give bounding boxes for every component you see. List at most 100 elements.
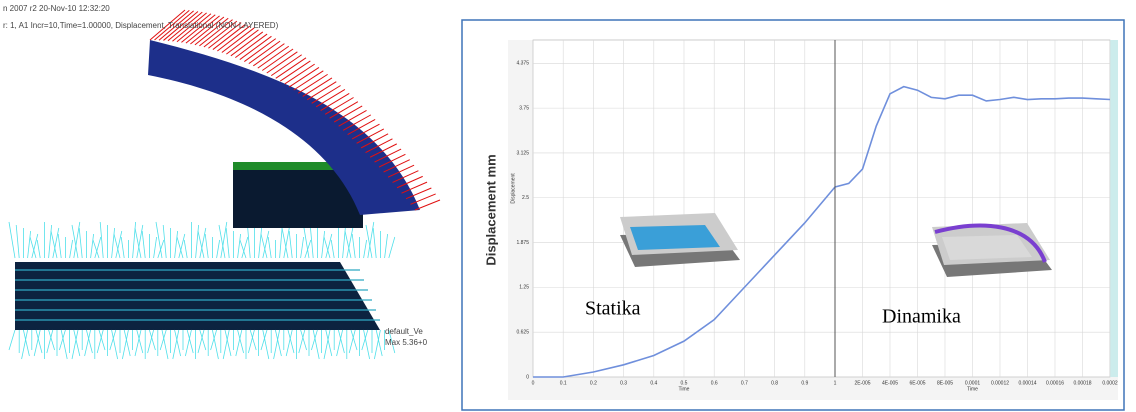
red-vector bbox=[262, 49, 293, 71]
cyan-vector bbox=[142, 231, 145, 258]
x-tick-label: 4E-005 bbox=[882, 380, 898, 386]
red-vector bbox=[226, 30, 258, 54]
cyan-vector bbox=[385, 234, 388, 258]
cyan-vector bbox=[268, 237, 271, 258]
red-vector bbox=[330, 102, 358, 118]
annotation: Dinamika bbox=[882, 306, 961, 328]
cyan-vector bbox=[121, 237, 124, 258]
annotation: Statika bbox=[585, 298, 641, 320]
x-tick-label: 0.0002 bbox=[1102, 380, 1118, 386]
y-tick-label: 0.625 bbox=[516, 330, 529, 336]
cyan-vector bbox=[301, 237, 304, 258]
cyan-vector bbox=[373, 228, 376, 258]
x-tick-label: 0.7 bbox=[741, 380, 748, 386]
cyan-vector bbox=[184, 240, 187, 258]
render-header: n 2007 r2 20-Nov-10 12:32:20 bbox=[3, 4, 110, 13]
y-tick-label: 3.125 bbox=[516, 150, 529, 156]
x-tick-label: 0.6 bbox=[711, 380, 718, 386]
cyan-vector bbox=[49, 330, 55, 350]
x-tick-label: 0.00016 bbox=[1046, 380, 1064, 386]
red-vector bbox=[267, 52, 298, 73]
cyan-vector bbox=[49, 225, 52, 258]
y-axis-label: Displacement bbox=[510, 173, 516, 204]
cyan-vector bbox=[58, 234, 61, 258]
cyan-vector bbox=[99, 330, 105, 350]
x-tick-label: 0.9 bbox=[801, 380, 808, 386]
red-vector bbox=[415, 200, 440, 210]
cyan-vector bbox=[217, 240, 220, 258]
icon-field bbox=[630, 225, 720, 250]
red-vector bbox=[258, 46, 289, 68]
x-tick-label: 2E-005 bbox=[854, 380, 870, 386]
cyan-vector bbox=[389, 237, 395, 258]
cyan-vector bbox=[30, 237, 36, 258]
x-tick-label: 6E-005 bbox=[909, 380, 925, 386]
cyan-vector bbox=[351, 330, 357, 350]
y-tick-label: 1.875 bbox=[516, 240, 529, 246]
red-vector bbox=[222, 28, 254, 53]
x-tick-label: 0.2 bbox=[590, 380, 597, 386]
x-tick-label: 1 bbox=[834, 380, 837, 386]
cyan-vector bbox=[175, 231, 178, 258]
x-tick-label: 0.1 bbox=[560, 380, 567, 386]
cyan-vector bbox=[91, 234, 94, 258]
y-tick-label: 2.5 bbox=[522, 195, 529, 201]
x-tick-label: 0.3 bbox=[620, 380, 627, 386]
page: n 2007 r2 20-Nov-10 12:32:20 r: 1, A1 In… bbox=[0, 0, 1136, 412]
cyan-vector bbox=[133, 222, 136, 258]
cyan-vector bbox=[301, 330, 307, 350]
icon-field bbox=[942, 235, 1032, 260]
red-vector bbox=[280, 61, 310, 81]
fem-render bbox=[9, 10, 440, 359]
red-vector bbox=[285, 64, 315, 84]
x-tick-label: 0.00012 bbox=[991, 380, 1009, 386]
cyan-vector bbox=[226, 228, 229, 258]
cyan-vector bbox=[70, 240, 73, 258]
x-tick-label: 8E-005 bbox=[937, 380, 953, 386]
x-axis-label: Time bbox=[679, 386, 690, 392]
red-vector bbox=[253, 44, 284, 66]
red-vector bbox=[271, 55, 301, 76]
y-tick-label: 3.75 bbox=[519, 105, 529, 111]
cyan-vector bbox=[149, 330, 155, 350]
cyan-vector bbox=[100, 222, 103, 258]
cyan-vector bbox=[324, 237, 330, 258]
y-tick-label: 0 bbox=[526, 374, 529, 380]
render-legend: Max 5.36+0 bbox=[385, 338, 428, 347]
y-tick-label: 4.375 bbox=[516, 61, 529, 67]
cyan-vector bbox=[289, 231, 292, 258]
red-vector bbox=[231, 32, 263, 56]
x-tick-label: 0.00018 bbox=[1073, 380, 1091, 386]
plot-edge bbox=[1110, 40, 1118, 377]
cyan-vector bbox=[331, 240, 334, 258]
cyan-vector bbox=[238, 234, 241, 258]
cyan-vector bbox=[112, 228, 115, 258]
cyan-vector bbox=[79, 228, 82, 258]
x-tick-label: 0.8 bbox=[771, 380, 778, 386]
cyan-vector bbox=[156, 222, 162, 258]
render-legend: default_Ve bbox=[385, 327, 423, 336]
cyan-vector bbox=[9, 222, 15, 258]
x-axis-label: Time bbox=[967, 386, 978, 392]
plot-area bbox=[533, 40, 1110, 377]
red-vector bbox=[325, 98, 353, 115]
x-tick-label: 0.00014 bbox=[1018, 380, 1036, 386]
y-tick-label: 1.25 bbox=[519, 285, 529, 291]
cyan-vector bbox=[240, 240, 246, 258]
x-tick-label: 0.4 bbox=[650, 380, 657, 386]
cyan-vector bbox=[28, 231, 31, 258]
cyan-vector bbox=[196, 225, 199, 258]
cyan-vector bbox=[352, 234, 355, 258]
cyan-vector bbox=[259, 228, 262, 258]
cyan-vector bbox=[37, 240, 40, 258]
cyan-vector bbox=[154, 237, 157, 258]
render-header: r: 1, A1 Incr=10,Time=1.00000, Displacem… bbox=[3, 21, 279, 30]
cyan-vector bbox=[250, 330, 256, 350]
red-vector bbox=[276, 58, 306, 79]
cyan-vector bbox=[16, 225, 19, 258]
red-vector bbox=[289, 67, 319, 86]
cyan-vector bbox=[93, 240, 99, 258]
cyan-vector bbox=[364, 240, 367, 258]
cyan-vector bbox=[322, 231, 325, 258]
outer-y-label: Displacement mm bbox=[483, 154, 498, 265]
